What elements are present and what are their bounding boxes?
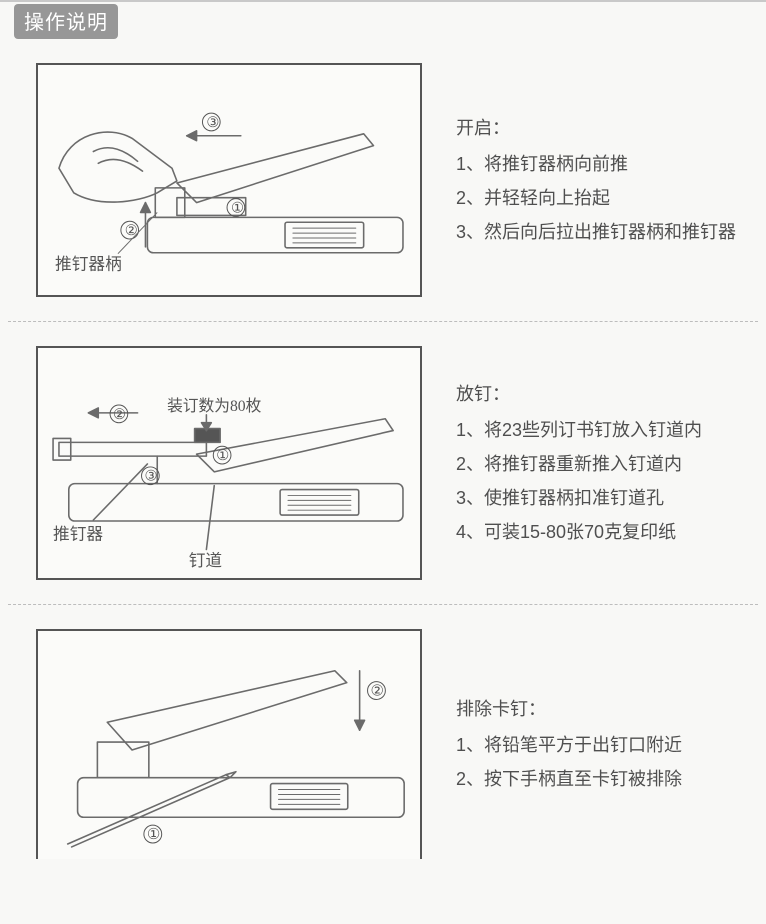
figure-load: ① ② ③ 装订数为80枚 推钉器 钉道 [36, 346, 422, 580]
instruction-section-jam: ① ② 排除卡钉： 1、将铅笔平方于出钉口附近 2、按下手柄直至卡钉被排除 [0, 605, 766, 859]
step-line: 3、然后向后拉出推钉器柄和推钉器 [456, 215, 746, 249]
step-line: 1、将23些列订书钉放入钉道内 [456, 413, 746, 447]
textcol-load: 放钉： 1、将23些列订书钉放入钉道内 2、将推钉器重新推入钉道内 3、使推钉器… [422, 377, 766, 549]
textcol-open: 开启： 1、将推钉器柄向前推 2、并轻轻向上抬起 3、然后向后拉出推钉器柄和推钉… [422, 111, 766, 249]
step-line: 4、可装15-80张70克复印纸 [456, 515, 746, 549]
step-line: 2、按下手柄直至卡钉被排除 [456, 762, 746, 796]
section-badge: 操作说明 [14, 4, 118, 39]
textcol-jam: 排除卡钉： 1、将铅笔平方于出钉口附近 2、按下手柄直至卡钉被排除 [422, 692, 766, 796]
instruction-section-load: ① ② ③ 装订数为80枚 推钉器 钉道 放钉： 1、将23些列订书钉放入钉道内… [0, 322, 766, 604]
step-title: 放钉： [456, 377, 746, 411]
step-title: 排除卡钉： [456, 692, 746, 726]
step-line: 1、将推钉器柄向前推 [456, 147, 746, 181]
label-handle: 推钉器柄 [55, 254, 122, 273]
step-title: 开启： [456, 111, 746, 145]
annotation-80: 装订数为80枚 [167, 397, 262, 415]
step-line: 1、将铅笔平方于出钉口附近 [456, 728, 746, 762]
step-line: 2、将推钉器重新推入钉道内 [456, 447, 746, 481]
figure-open: ① ② ③ 推钉器柄 [36, 63, 422, 297]
step-line: 3、使推钉器柄扣准钉道孔 [456, 481, 746, 515]
figure-jam: ① ② [36, 629, 422, 859]
step-line: 2、并轻轻向上抬起 [456, 181, 746, 215]
label-pusher: 推钉器 [53, 525, 103, 544]
label-channel: 钉道 [189, 551, 223, 570]
instruction-section-open: ① ② ③ 推钉器柄 开启： 1、将推钉器柄向前推 2、并轻轻向上抬起 3、然后… [0, 39, 766, 321]
top-divider [0, 0, 766, 2]
